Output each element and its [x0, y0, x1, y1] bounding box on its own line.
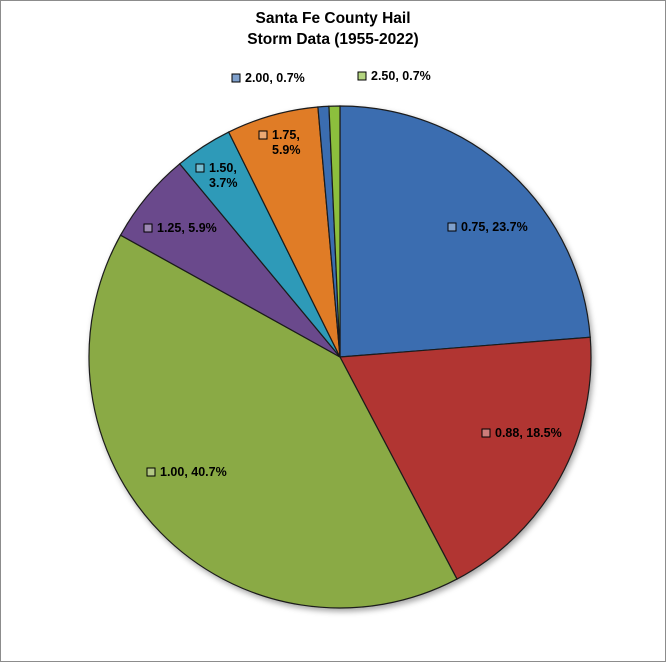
slice-label-1-25: 1.25, 5.9% — [143, 221, 217, 235]
pie-labels: 0.75, 23.7% 0.88, 18.5% 1.00, 40.7% 1.25, 5… — [143, 69, 562, 479]
slice-label-2-00: 2.00, 0.7% — [231, 71, 305, 85]
legend-key-1-00 — [146, 467, 156, 477]
slice-label-2-50: 2.50, 0.7% — [357, 69, 431, 83]
slice-label-1-50: 1.50,3.7% — [195, 161, 238, 190]
legend-key-2-00 — [231, 73, 241, 83]
legend-key-0-88 — [481, 428, 491, 438]
slice-label-0-88: 0.88, 18.5% — [481, 426, 562, 440]
slice-label-text: 2.50, 0.7% — [371, 69, 431, 83]
legend-key-1-50 — [195, 163, 205, 173]
pie-slice-0-88 — [339, 336, 592, 580]
legend-key-1-25 — [143, 223, 153, 233]
chart-title-line-2: Storm Data (1955-2022) — [247, 31, 419, 48]
slice-label-text: 1.75, — [272, 128, 300, 142]
chart-title-line-1: Santa Fe County Hail — [255, 10, 411, 27]
slice-label-1-75: 1.75,5.9% — [258, 128, 301, 157]
slice-label-text: 0.88, 18.5% — [495, 426, 562, 440]
slice-label-text: 2.00, 0.7% — [245, 71, 305, 85]
pie-slice-0-75 — [339, 105, 591, 358]
legend-key-1-75 — [258, 130, 268, 140]
slice-label-text: 0.75, 23.7% — [461, 220, 528, 234]
pie-slice-2-50 — [328, 105, 341, 358]
slice-label-text: 3.7% — [209, 176, 238, 190]
slice-label-1-00: 1.00, 40.7% — [146, 465, 227, 479]
pie-slices — [88, 105, 592, 609]
slice-label-text: 5.9% — [272, 143, 301, 157]
legend-key-0-75 — [447, 222, 457, 232]
legend-key-2-50 — [357, 71, 367, 81]
slice-label-text: 1.00, 40.7% — [160, 465, 227, 479]
slice-label-0-75: 0.75, 23.7% — [447, 220, 528, 234]
chart-title: Santa Fe County Hail Storm Data (1955-20… — [0, 8, 666, 50]
slice-label-text: 1.50, — [209, 161, 237, 175]
slice-label-text: 1.25, 5.9% — [157, 221, 217, 235]
pie-slice-1-00 — [88, 234, 458, 609]
